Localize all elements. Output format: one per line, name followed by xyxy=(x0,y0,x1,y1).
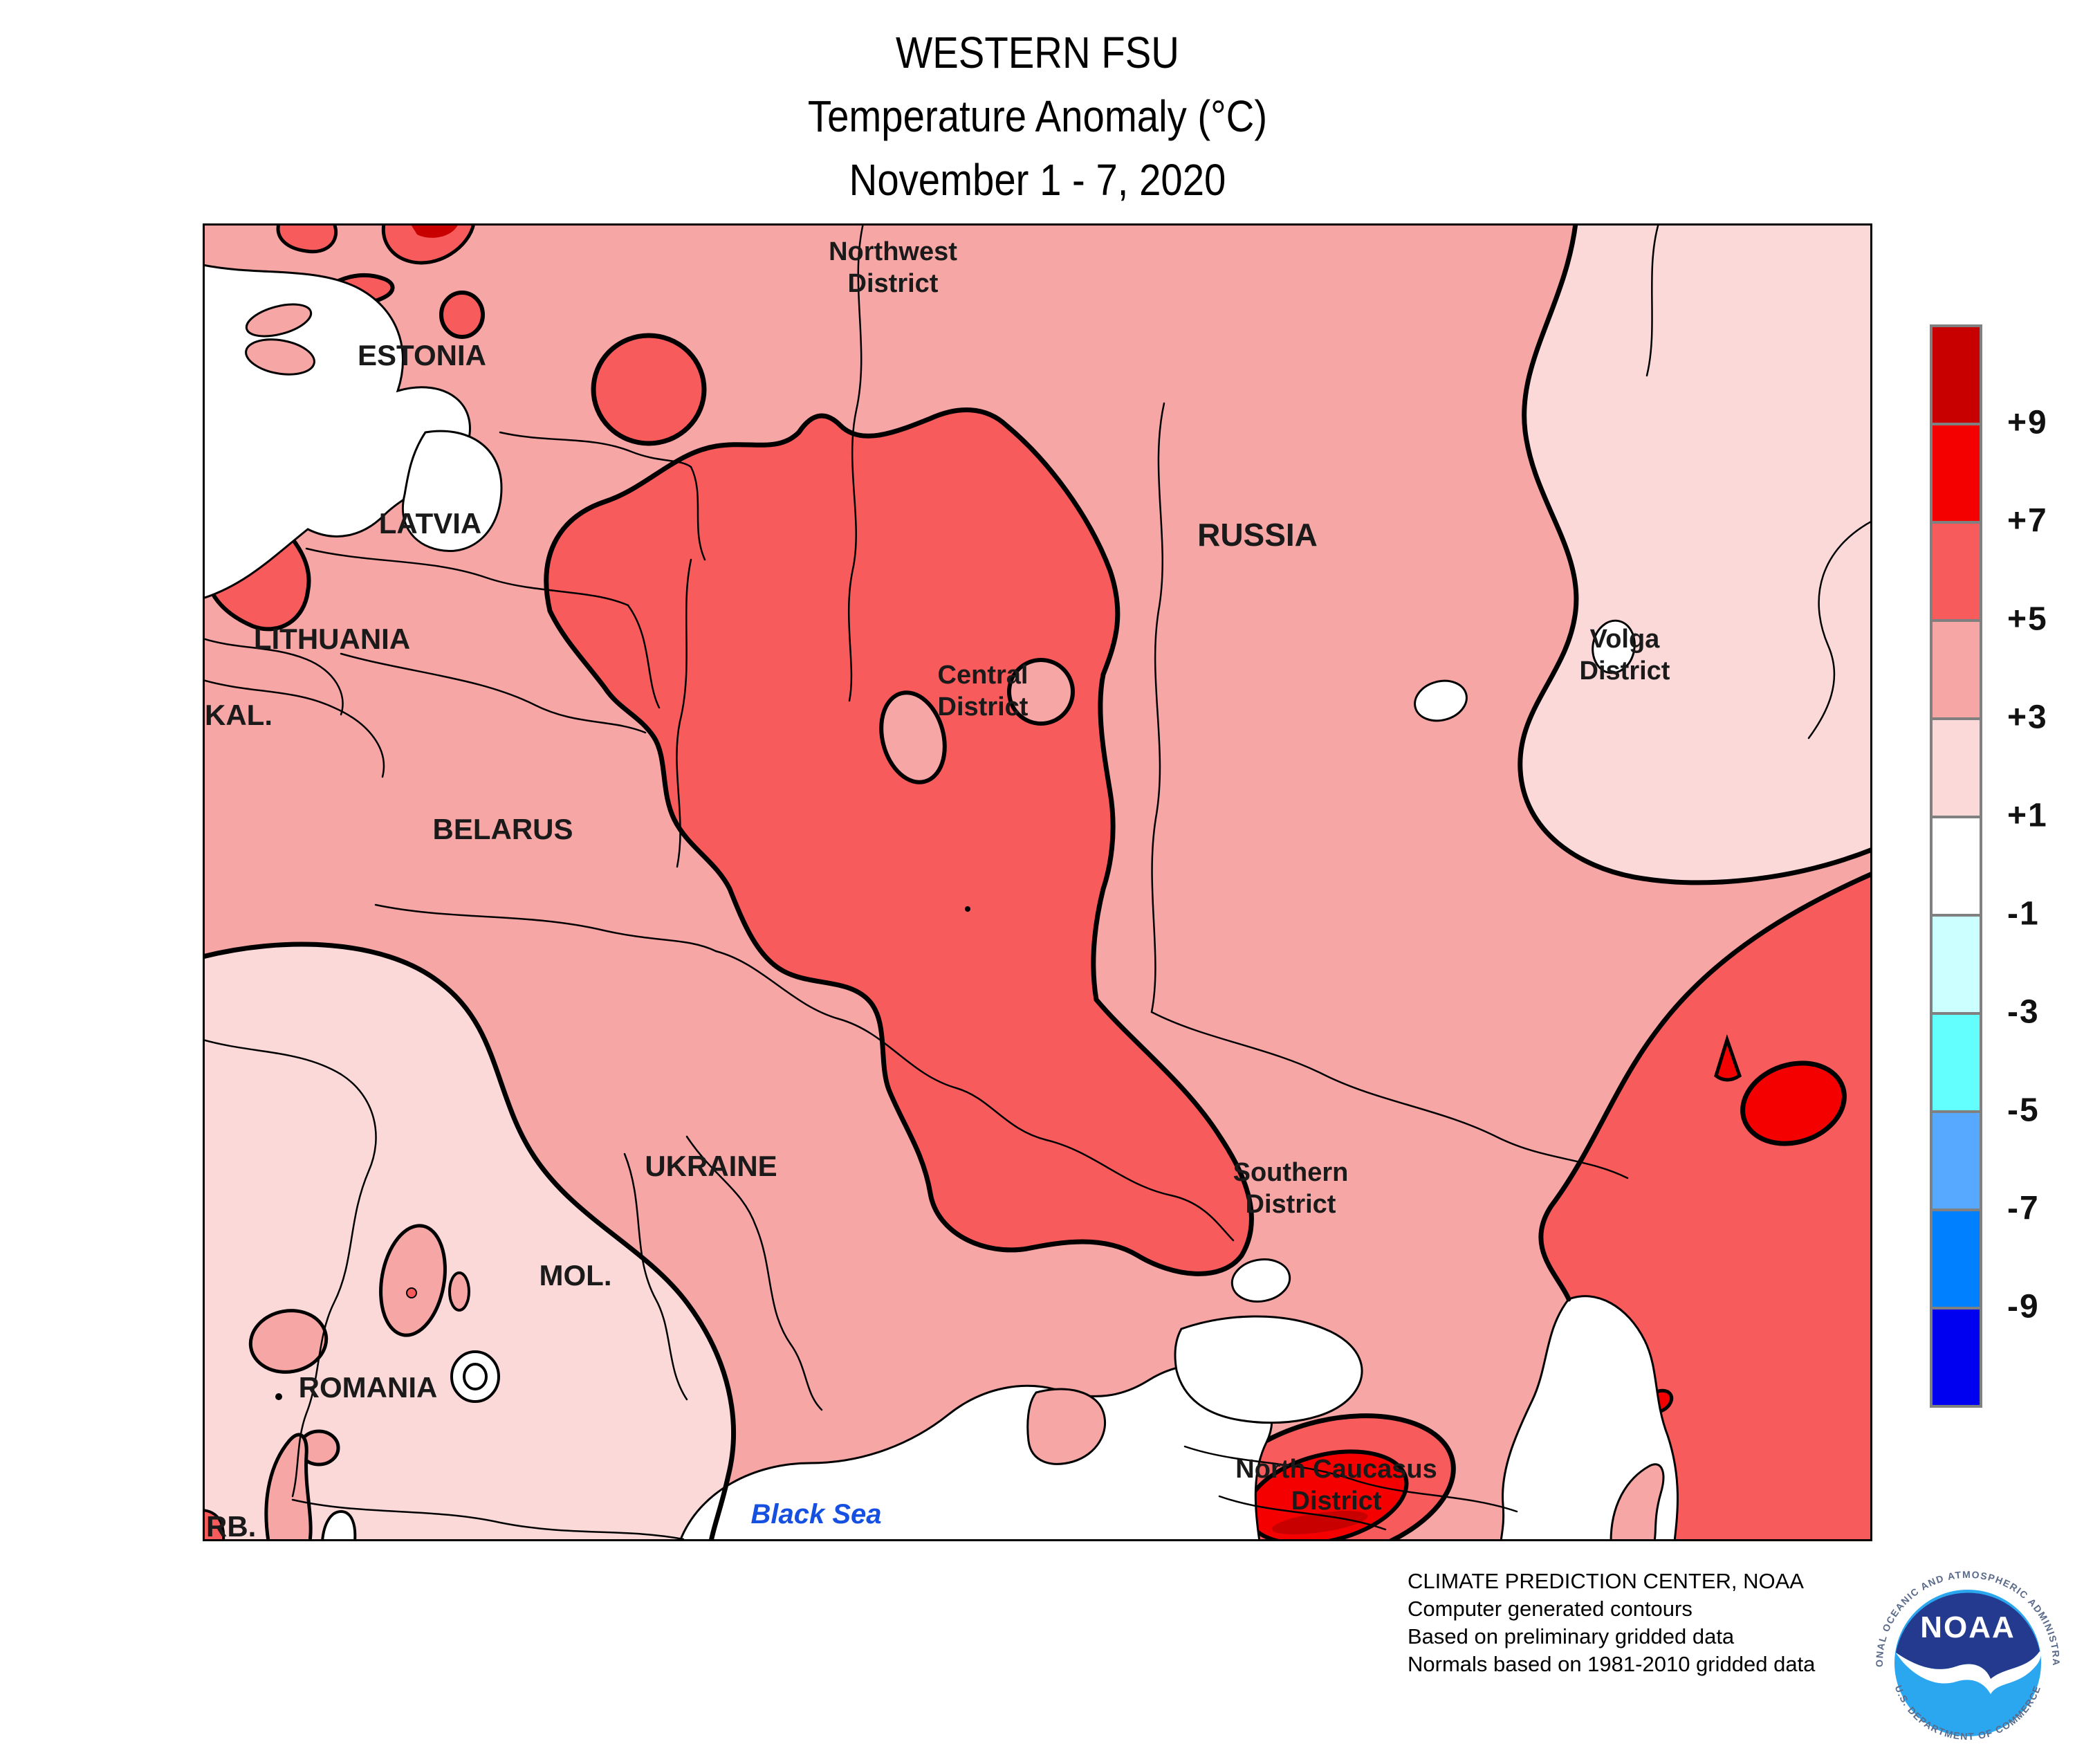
legend-cell-0 xyxy=(1930,324,1982,425)
credits-line-3: Based on preliminary gridded data xyxy=(1408,1624,1735,1648)
legend-value--3: -3 xyxy=(2007,993,2040,1031)
map-label-southern-district: Southern District xyxy=(1233,1158,1349,1220)
region-central-plus5 xyxy=(544,407,1254,1276)
island-estonia-1 xyxy=(245,303,313,338)
map-label-russia: RUSSIA xyxy=(1197,517,1318,553)
patch-finland-darkred xyxy=(410,223,459,238)
map-label-kal: KAL. xyxy=(205,699,273,731)
region-volga-plus1 xyxy=(1520,223,1872,883)
enclave-white-romania-inner xyxy=(463,1363,488,1390)
map-svg xyxy=(203,223,1872,1541)
map-label-latvia: LATVIA xyxy=(378,507,482,540)
patch-romania-pink-1 xyxy=(379,1224,447,1337)
peninsula-crimea xyxy=(1026,1388,1107,1465)
patch-nw-red-circle xyxy=(591,333,707,446)
map-frame xyxy=(203,223,1872,1541)
map-label-romania: ROMANIA xyxy=(298,1371,438,1404)
patch-romania-red-dot xyxy=(406,1287,417,1298)
map-label-ukraine: UKRAINE xyxy=(645,1150,777,1182)
noaa-logo: NOAA NATIONAL OCEANIC AND ATMOSPHERIC AD… xyxy=(1868,1563,2067,1762)
enclave-white-azov-n xyxy=(1230,1258,1291,1303)
enclave-white-volga-2 xyxy=(1414,679,1468,722)
legend-value--5: -5 xyxy=(2007,1092,2040,1129)
map-label-mol: MOL. xyxy=(539,1259,612,1292)
enclave-white-volga-1 xyxy=(1592,619,1636,674)
sea-riga-gulf xyxy=(401,430,503,552)
map-label-north-caucasus-district: North Caucasus District xyxy=(1235,1455,1437,1516)
dot-romania xyxy=(275,1393,282,1400)
map-label-rb: RB. xyxy=(206,1510,257,1543)
patch-estonia-red xyxy=(439,291,485,339)
map-label-belarus: BELARUS xyxy=(432,813,573,845)
map-label-northwest-district: Northwest District xyxy=(829,237,957,299)
anomaly-map: Northwest District ESTONIA LATVIA LITHUANIA K… xyxy=(203,223,1872,1543)
thick-contours xyxy=(203,223,1872,1541)
title-line-2: Temperature Anomaly (°C) xyxy=(807,91,1268,141)
caspian-delta-pink xyxy=(1610,1463,1665,1541)
credits-line-4: Normals based on 1981-2010 gridded data xyxy=(1408,1652,1816,1676)
legend-value-+5: +5 xyxy=(2007,600,2048,638)
map-label-central-district: Central District xyxy=(937,661,1029,722)
enclave-central-pink-1 xyxy=(1007,658,1075,726)
credits-line-2: Computer generated contours xyxy=(1408,1597,1693,1621)
legend-value-+7: +7 xyxy=(2007,502,2048,540)
patch-romania-pink-4 xyxy=(448,1271,470,1312)
patch-finland-red-2 xyxy=(381,223,476,265)
map-label-lithuania: LITHUANIA xyxy=(253,623,411,655)
region-ncaucasus-plus9 xyxy=(1271,1511,1368,1534)
patch-balkan-pink-strip xyxy=(264,1433,313,1541)
patch-east-plus7-triangle xyxy=(1714,1033,1742,1082)
legend-cell-3 xyxy=(1930,619,1982,720)
enclave-white-romania-bottom xyxy=(320,1509,357,1541)
legend-value--9: -9 xyxy=(2007,1288,2040,1325)
legend-cell-2 xyxy=(1930,521,1982,622)
sea-azov xyxy=(1174,1315,1363,1424)
map-label-estonia: ESTONIA xyxy=(358,339,486,371)
legend-cell-7 xyxy=(1930,1012,1982,1113)
legend-value--1: -1 xyxy=(2007,895,2040,932)
patch-finland-red-1 xyxy=(276,223,338,254)
credits-line-1: CLIMATE PREDICTION CENTER, NOAA xyxy=(1408,1569,1804,1593)
patch-romania-pink-2 xyxy=(248,1309,329,1374)
title-line-3: November 1 - 7, 2020 xyxy=(849,155,1226,205)
logo-noaa-text: NOAA xyxy=(1920,1610,2016,1644)
island-estonia-2 xyxy=(245,338,315,376)
map-label-black-sea: Black Sea xyxy=(750,1499,882,1529)
map-label-volga-district: Volga District xyxy=(1579,625,1670,686)
legend-cell-10 xyxy=(1930,1307,1982,1408)
thin-borders xyxy=(203,223,1872,1541)
legend-cell-4 xyxy=(1930,717,1982,818)
legend-value-+3: +3 xyxy=(2007,699,2048,736)
legend-cell-8 xyxy=(1930,1110,1982,1211)
dot-volga xyxy=(965,906,970,912)
page-title: WESTERN FSU Temperature Anomaly (°C) Nov… xyxy=(124,21,1950,212)
region-southwest-plus1 xyxy=(203,944,734,1541)
logo-gull-icon xyxy=(1896,1651,2041,1694)
region-east-plus5 xyxy=(1540,874,1872,1541)
legend-cell-6 xyxy=(1930,914,1982,1015)
legend-cell-5 xyxy=(1930,816,1982,917)
enclave-central-pink-2 xyxy=(879,690,947,784)
legend-colorbar xyxy=(1930,324,1982,1408)
legend-value--7: -7 xyxy=(2007,1190,2040,1227)
legend-cell-1 xyxy=(1930,423,1982,524)
patch-east-plus7-oval xyxy=(1740,1060,1847,1146)
credits-text: CLIMATE PREDICTION CENTER, NOAA Computer … xyxy=(1408,1568,1815,1678)
legend-value-+9: +9 xyxy=(2007,404,2048,441)
title-line-1: WESTERN FSU xyxy=(896,28,1179,77)
logo-globe-top xyxy=(1896,1592,2040,1679)
legend-cell-9 xyxy=(1930,1209,1982,1310)
legend-value-+1: +1 xyxy=(2007,797,2048,834)
